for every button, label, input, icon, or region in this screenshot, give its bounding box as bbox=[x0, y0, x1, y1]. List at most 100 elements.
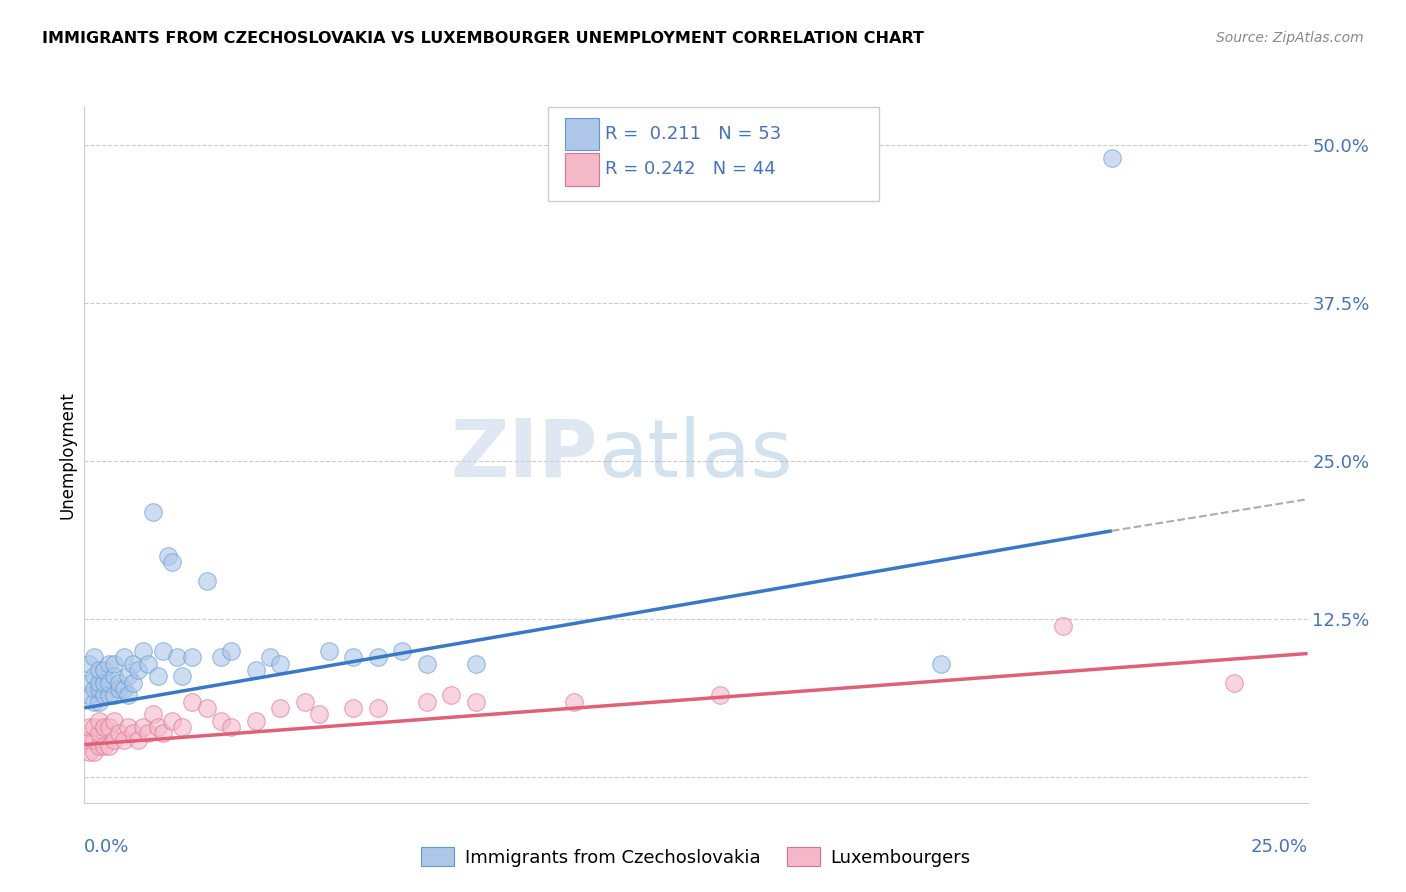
Point bbox=[83, 650, 105, 665]
Point bbox=[83, 745, 105, 759]
Point bbox=[342, 701, 364, 715]
Point bbox=[195, 574, 218, 589]
Point bbox=[122, 657, 145, 671]
Point bbox=[112, 732, 135, 747]
Point bbox=[709, 688, 731, 702]
Point bbox=[83, 695, 105, 709]
Point bbox=[367, 650, 389, 665]
Point bbox=[209, 650, 232, 665]
Point bbox=[166, 650, 188, 665]
Point bbox=[269, 657, 291, 671]
Point bbox=[367, 701, 389, 715]
Point bbox=[132, 720, 155, 734]
Point bbox=[103, 714, 125, 728]
Point bbox=[103, 669, 125, 683]
Point bbox=[1101, 151, 1123, 165]
Point bbox=[93, 675, 115, 690]
Point bbox=[83, 669, 105, 683]
Point bbox=[1052, 618, 1074, 632]
Point bbox=[156, 549, 179, 563]
Point bbox=[103, 688, 125, 702]
Point bbox=[1223, 675, 1246, 690]
Point bbox=[97, 688, 120, 702]
Point bbox=[245, 714, 267, 728]
Point bbox=[77, 745, 100, 759]
Y-axis label: Unemployment: Unemployment bbox=[58, 391, 76, 519]
Point bbox=[87, 714, 110, 728]
Point bbox=[87, 663, 110, 677]
Text: Source: ZipAtlas.com: Source: ZipAtlas.com bbox=[1216, 31, 1364, 45]
Point bbox=[103, 657, 125, 671]
Point bbox=[132, 644, 155, 658]
Point bbox=[172, 669, 194, 683]
Point bbox=[122, 675, 145, 690]
Point bbox=[112, 650, 135, 665]
Point bbox=[294, 695, 316, 709]
Point bbox=[391, 644, 413, 658]
Point bbox=[83, 681, 105, 696]
Point bbox=[142, 707, 165, 722]
Point bbox=[93, 688, 115, 702]
Point bbox=[162, 714, 184, 728]
Point bbox=[146, 720, 169, 734]
Point bbox=[117, 669, 139, 683]
Point bbox=[87, 681, 110, 696]
Point bbox=[152, 644, 174, 658]
Point bbox=[416, 657, 439, 671]
Point bbox=[464, 657, 486, 671]
Point bbox=[127, 663, 149, 677]
Point bbox=[87, 726, 110, 740]
Point bbox=[245, 663, 267, 677]
Point bbox=[181, 695, 204, 709]
Point bbox=[117, 688, 139, 702]
Point bbox=[97, 675, 120, 690]
Point bbox=[308, 707, 330, 722]
Text: R = 0.242   N = 44: R = 0.242 N = 44 bbox=[605, 161, 775, 178]
Point bbox=[562, 695, 585, 709]
Point bbox=[117, 720, 139, 734]
Point bbox=[93, 663, 115, 677]
Point bbox=[77, 675, 100, 690]
Point bbox=[464, 695, 486, 709]
Text: atlas: atlas bbox=[598, 416, 793, 494]
Point bbox=[97, 657, 120, 671]
Point bbox=[318, 644, 340, 658]
Point bbox=[146, 669, 169, 683]
Point bbox=[107, 726, 129, 740]
Text: 25.0%: 25.0% bbox=[1250, 838, 1308, 856]
Point bbox=[77, 688, 100, 702]
Point bbox=[172, 720, 194, 734]
Point bbox=[122, 726, 145, 740]
Point bbox=[87, 675, 110, 690]
Text: R =  0.211   N = 53: R = 0.211 N = 53 bbox=[605, 125, 780, 143]
Point bbox=[181, 650, 204, 665]
Point bbox=[219, 644, 242, 658]
Point bbox=[416, 695, 439, 709]
Point bbox=[97, 720, 120, 734]
Point bbox=[112, 681, 135, 696]
Point bbox=[219, 720, 242, 734]
Point bbox=[87, 739, 110, 753]
Point bbox=[107, 681, 129, 696]
Point bbox=[342, 650, 364, 665]
Legend: Immigrants from Czechoslovakia, Luxembourgers: Immigrants from Czechoslovakia, Luxembou… bbox=[413, 840, 979, 874]
Point bbox=[93, 720, 115, 734]
Point bbox=[127, 732, 149, 747]
Point bbox=[77, 657, 100, 671]
Point bbox=[142, 505, 165, 519]
Point bbox=[195, 701, 218, 715]
Point bbox=[77, 732, 100, 747]
Point bbox=[136, 657, 159, 671]
Point bbox=[87, 695, 110, 709]
Point bbox=[77, 720, 100, 734]
Point bbox=[136, 726, 159, 740]
Point bbox=[103, 732, 125, 747]
Point bbox=[83, 732, 105, 747]
Point bbox=[83, 720, 105, 734]
Text: ZIP: ZIP bbox=[451, 416, 598, 494]
Point bbox=[152, 726, 174, 740]
Point bbox=[259, 650, 281, 665]
Point bbox=[269, 701, 291, 715]
Point bbox=[93, 739, 115, 753]
Point bbox=[162, 556, 184, 570]
